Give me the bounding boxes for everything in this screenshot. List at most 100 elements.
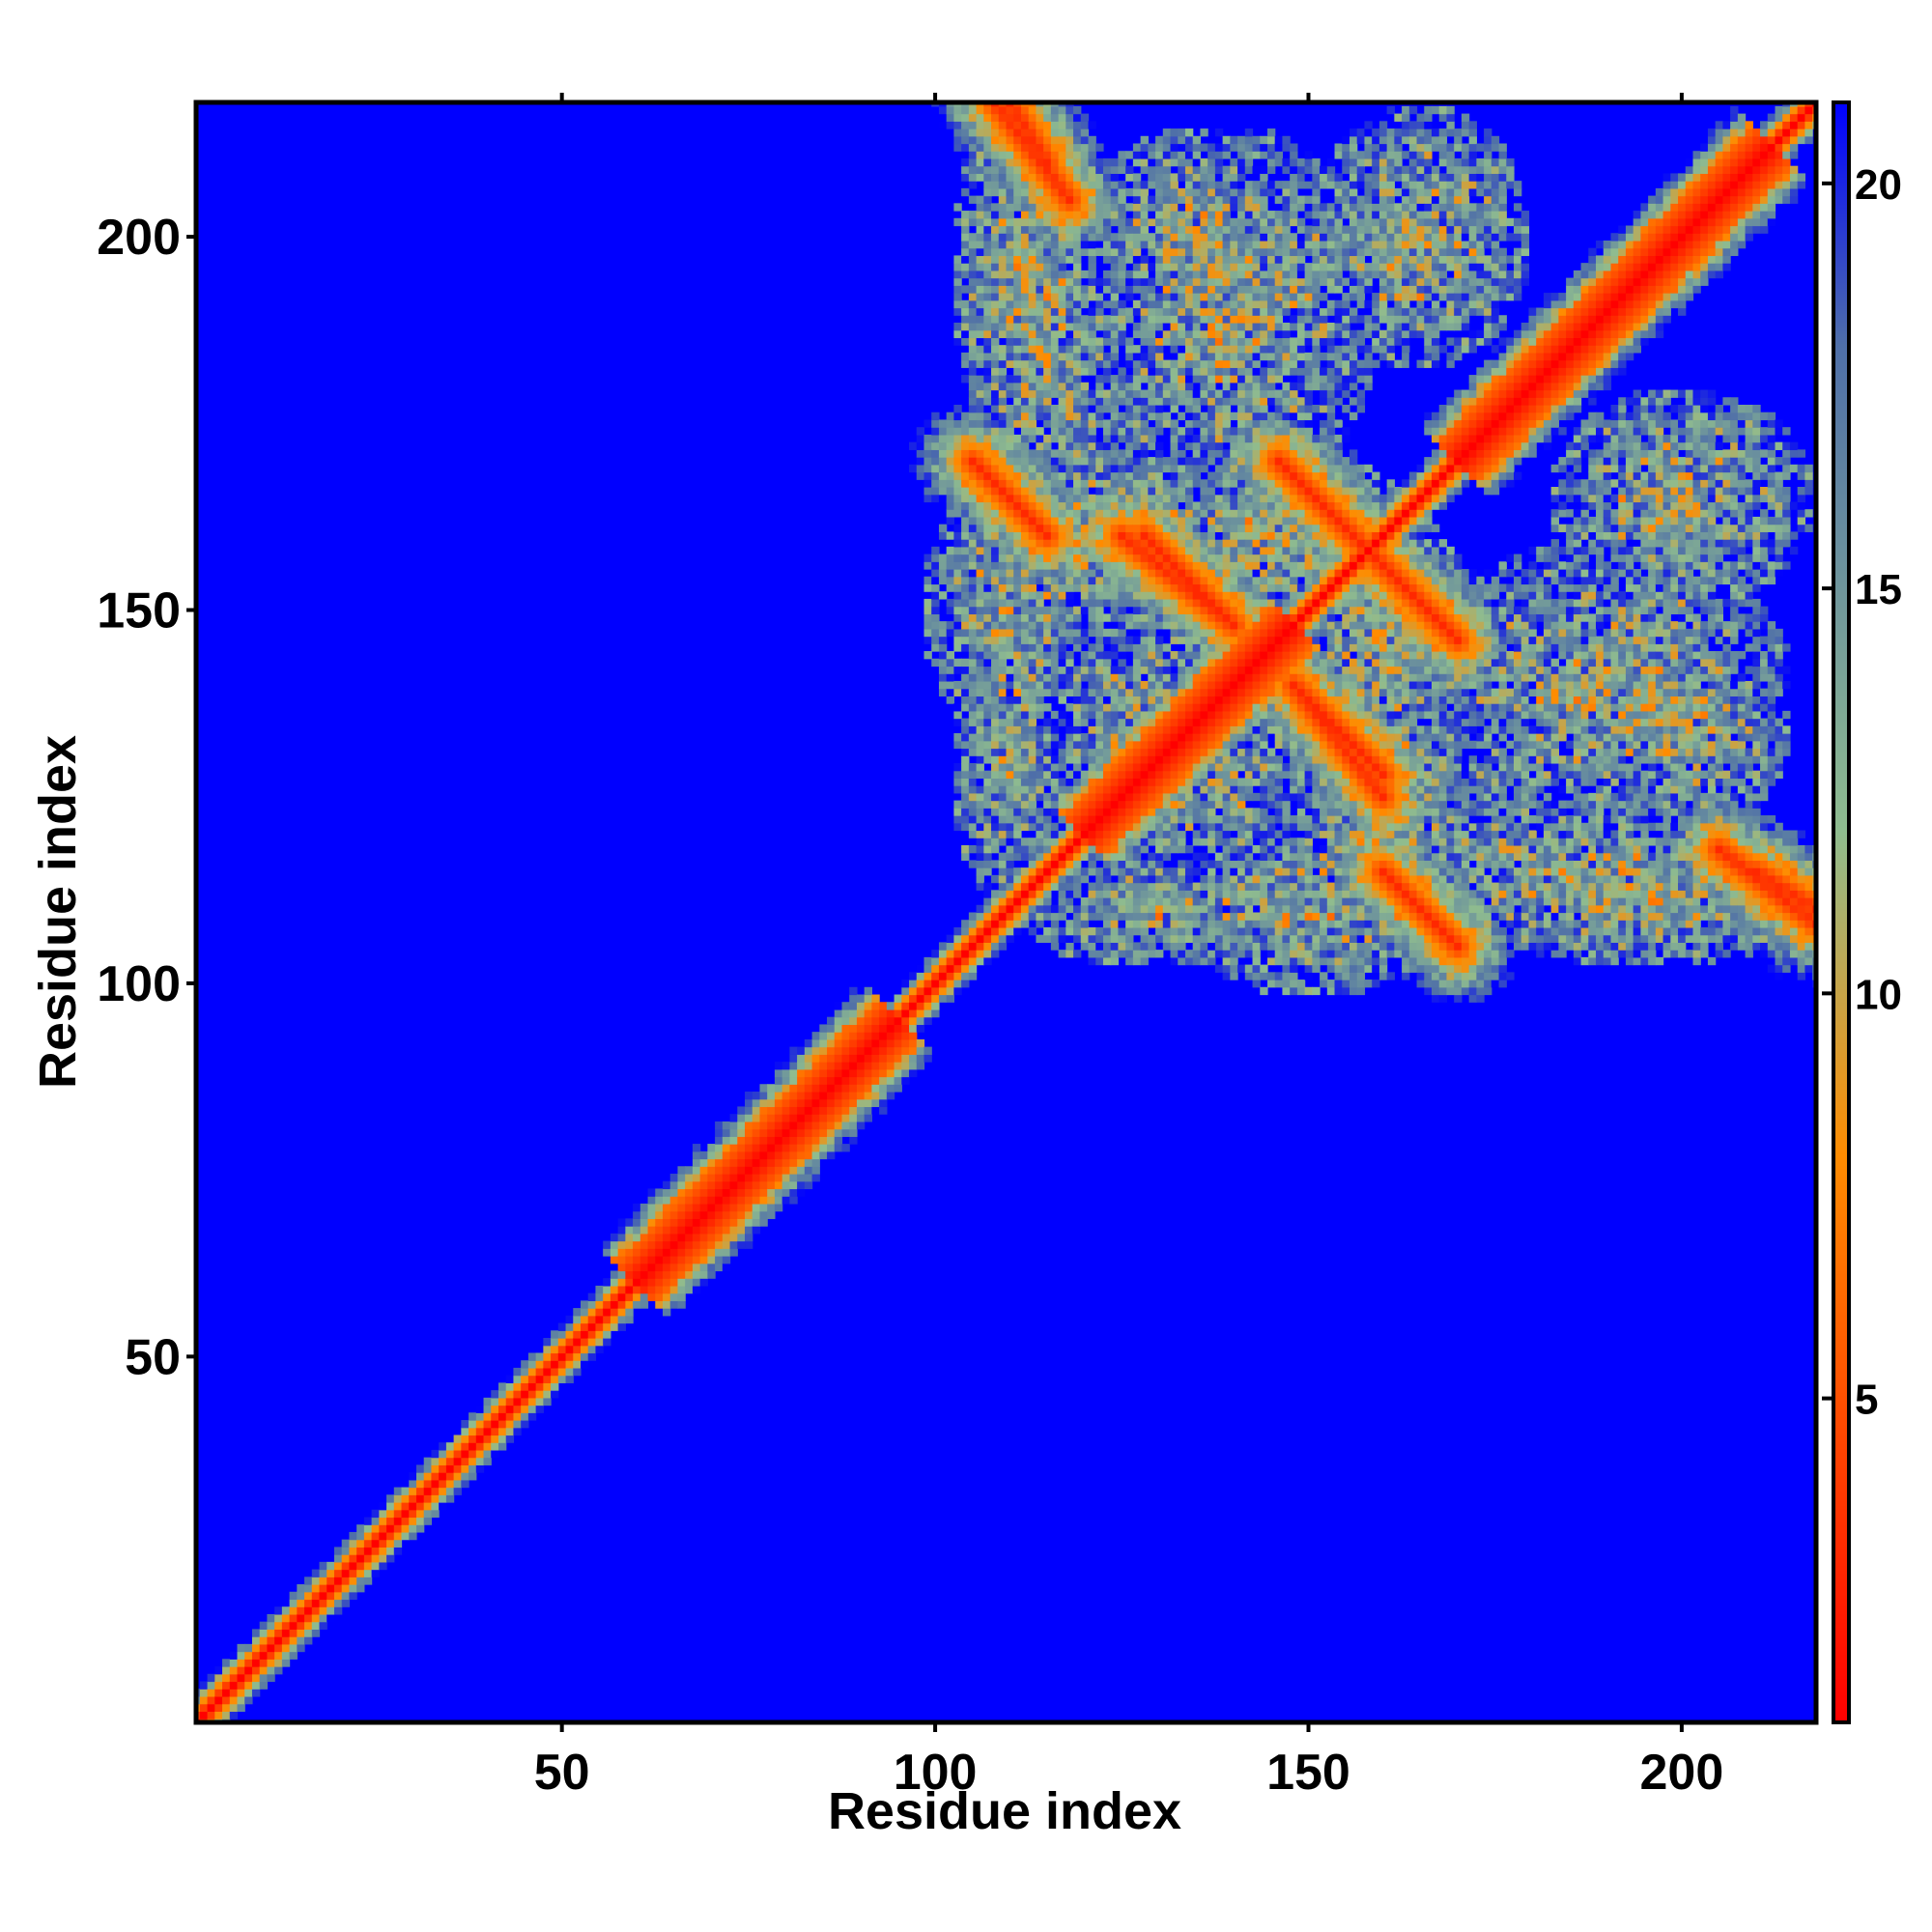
heatmap-cell (1118, 516, 1126, 526)
heatmap-cell (1036, 151, 1044, 159)
heatmap-cell (1088, 307, 1096, 316)
heatmap-cell (1080, 718, 1090, 726)
heatmap-cell (1148, 165, 1156, 175)
heatmap-cell (617, 1248, 626, 1257)
heatmap-cell (1065, 464, 1074, 473)
heatmap-cell (1088, 217, 1096, 227)
heatmap-cell (953, 591, 962, 600)
heatmap-cell (1043, 844, 1052, 854)
heatmap-cell (1020, 494, 1030, 503)
heatmap-cell (991, 912, 1000, 921)
heatmap-cell (1178, 874, 1186, 884)
heatmap-cell (1058, 479, 1066, 488)
heatmap-cell (663, 1233, 671, 1242)
heatmap-cell (953, 255, 962, 264)
heatmap-cell (1080, 912, 1090, 921)
heatmap-cell (1184, 352, 1194, 361)
heatmap-cell (976, 591, 984, 600)
heatmap-cell (1170, 299, 1179, 309)
heatmap-cell (1036, 815, 1044, 824)
heatmap-cell (1208, 673, 1216, 682)
heatmap-cell (707, 1173, 716, 1182)
heatmap-cell (1125, 860, 1134, 868)
heatmap-cell (1162, 591, 1172, 600)
heatmap-cell (1020, 135, 1030, 145)
heatmap-cell (961, 598, 970, 608)
heatmap-cell (968, 569, 978, 578)
heatmap-cell (1065, 165, 1074, 175)
heatmap-cell (1125, 270, 1134, 279)
heatmap-cell (1058, 531, 1066, 540)
heatmap-cell (1162, 329, 1172, 339)
heatmap-cell (797, 1136, 806, 1145)
heatmap-cell (1162, 874, 1172, 884)
heatmap-cell (1080, 464, 1090, 473)
heatmap-cell (669, 1180, 679, 1190)
heatmap-cell (1073, 285, 1082, 294)
heatmap-cell (1155, 359, 1164, 368)
heatmap-cell (1036, 539, 1044, 548)
heatmap-cell (834, 1136, 843, 1145)
heatmap-cell (1178, 293, 1186, 301)
heatmap-cell (968, 389, 978, 398)
heatmap-cell (581, 1322, 589, 1331)
heatmap-cell (1110, 419, 1120, 428)
heatmap-cell (1020, 337, 1030, 346)
heatmap-cell (752, 1203, 761, 1212)
heatmap-cell (976, 546, 984, 555)
heatmap-cell (976, 882, 984, 891)
heatmap-cell (1208, 822, 1216, 832)
heatmap-cell (1148, 434, 1156, 443)
heatmap-cell (1148, 874, 1156, 884)
heatmap-cell (535, 1397, 544, 1406)
heatmap-cell (953, 457, 962, 466)
heatmap-cell (886, 1054, 895, 1063)
heatmap-cell (1013, 897, 1022, 906)
heatmap-cell (214, 1703, 223, 1713)
heatmap-cell (871, 1091, 880, 1100)
heatmap-cell (281, 1643, 291, 1653)
heatmap-cell (983, 718, 992, 726)
heatmap-cell (655, 1233, 664, 1242)
heatmap-cell (1155, 598, 1164, 608)
heatmap-cell (1028, 740, 1037, 750)
heatmap-cell (1036, 195, 1044, 204)
heatmap-cell (976, 844, 984, 854)
heatmap-cell (655, 1278, 664, 1287)
heatmap-cell (1013, 382, 1022, 391)
heatmap-cell (968, 464, 978, 473)
heatmap-cell (581, 1352, 589, 1361)
heatmap-cell (1208, 576, 1216, 585)
heatmap-cell (617, 1293, 626, 1301)
heatmap-cell (439, 1442, 447, 1451)
heatmap-cell (1192, 897, 1202, 906)
heatmap-cell (1155, 501, 1164, 510)
heatmap-cell (1184, 524, 1194, 532)
heatmap-cell (998, 157, 1008, 167)
heatmap-cell (722, 1128, 731, 1137)
heatmap-cell (1178, 397, 1186, 406)
heatmap-cell (1043, 389, 1052, 398)
heatmap-cell (991, 329, 1000, 339)
heatmap-cell (1050, 479, 1060, 488)
heatmap-cell (1020, 157, 1030, 167)
heatmap-cell (393, 1502, 403, 1511)
heatmap-cell (1073, 934, 1082, 944)
heatmap-cell (409, 1531, 417, 1541)
heatmap-cell (1140, 322, 1149, 331)
heatmap-cell (1125, 725, 1134, 734)
heatmap-cell (1058, 195, 1066, 204)
heatmap-cell (946, 509, 955, 518)
heatmap-cell (1132, 576, 1142, 585)
heatmap-cell (1118, 912, 1126, 921)
heatmap-cell (1006, 770, 1014, 779)
heatmap-cell (991, 531, 1000, 540)
heatmap-cell (894, 1062, 902, 1070)
heatmap-cell (297, 1643, 305, 1653)
heatmap-cell (983, 165, 992, 175)
heatmap-cell (953, 606, 962, 614)
heatmap-cell (1006, 710, 1014, 720)
heatmap-cell (1065, 815, 1074, 824)
heatmap-cell (281, 1636, 291, 1645)
heatmap-cell (469, 1427, 477, 1436)
